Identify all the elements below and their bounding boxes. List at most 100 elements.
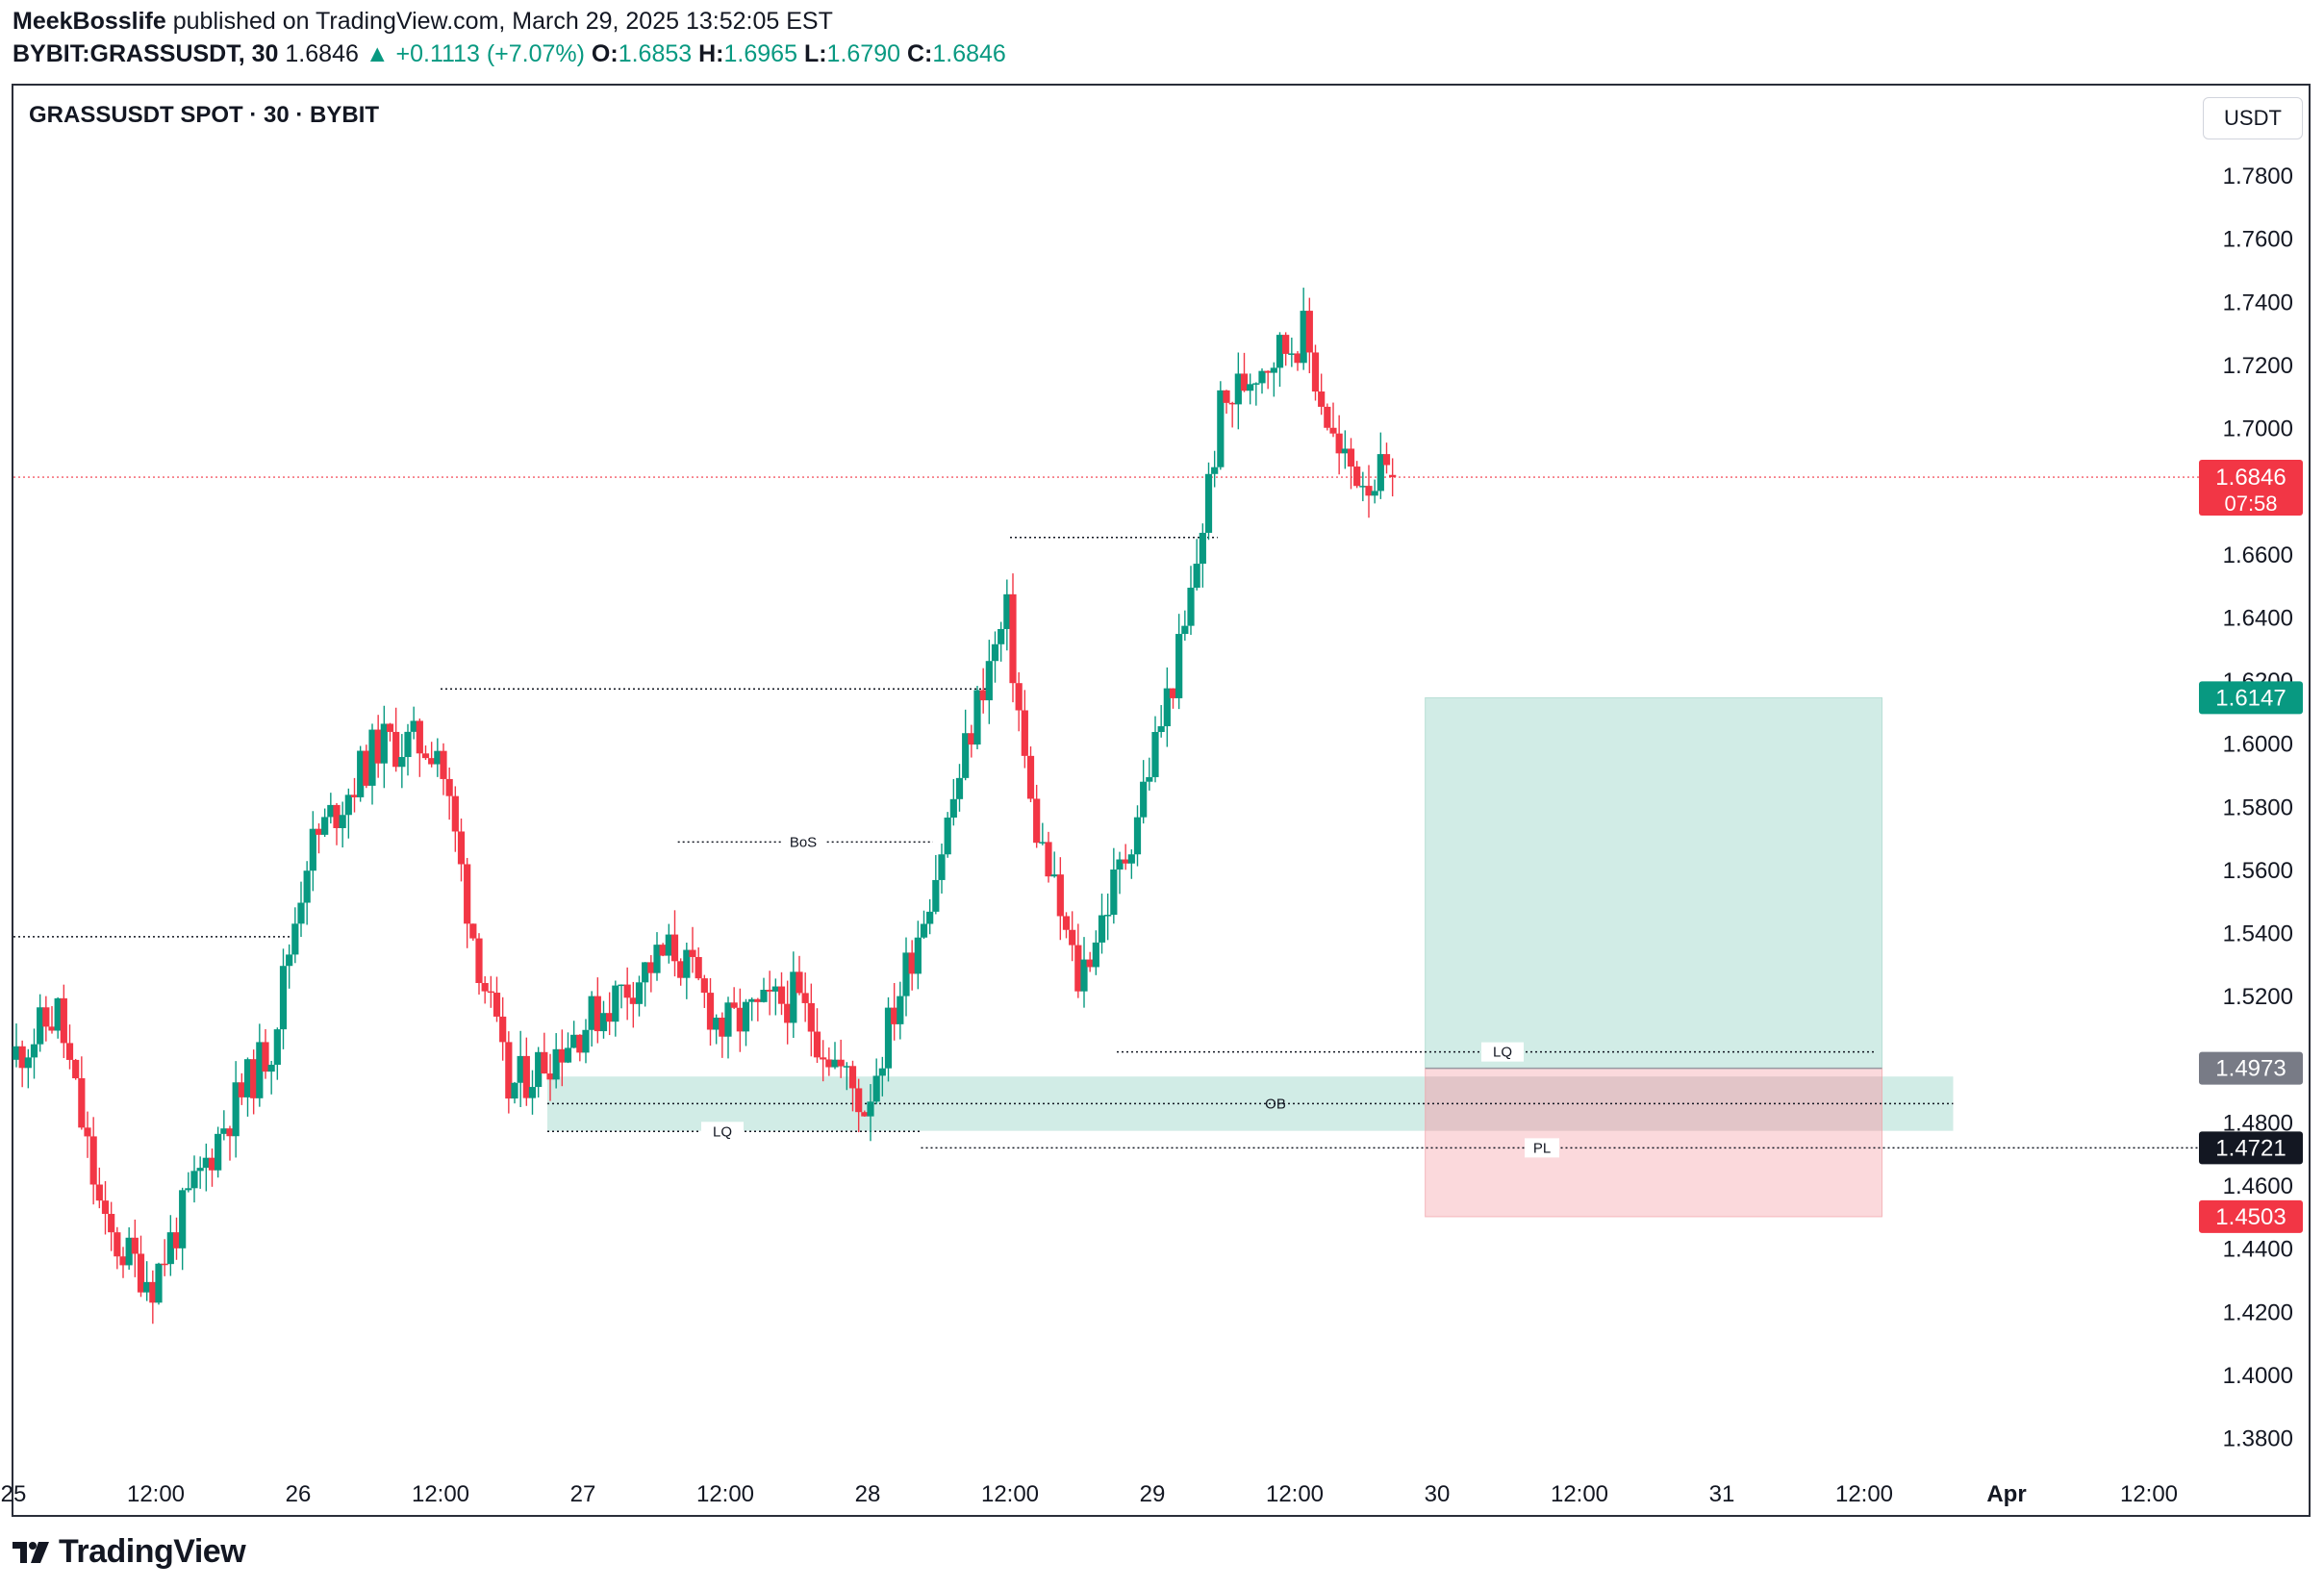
candle-body bbox=[1389, 474, 1397, 478]
candle-body bbox=[250, 1059, 258, 1098]
pl-label-bg bbox=[1525, 1138, 1559, 1158]
candle-body bbox=[363, 750, 370, 786]
candle bbox=[962, 709, 970, 781]
candle bbox=[440, 743, 447, 795]
candle-body bbox=[1276, 335, 1284, 368]
candle bbox=[469, 923, 477, 941]
candle bbox=[1329, 402, 1337, 438]
candle bbox=[1270, 362, 1277, 397]
candle-body bbox=[843, 1066, 850, 1068]
candle-body bbox=[344, 794, 352, 816]
y-tick-label: 1.4400 bbox=[2223, 1237, 2293, 1263]
candle-body bbox=[256, 1042, 264, 1098]
candle-body bbox=[1133, 817, 1142, 855]
candle bbox=[196, 1156, 204, 1189]
low-value: 1.6790 bbox=[826, 40, 901, 67]
candle-body bbox=[30, 1044, 38, 1058]
candle-body bbox=[1288, 353, 1296, 355]
candle bbox=[220, 1110, 228, 1141]
candle-body bbox=[309, 828, 316, 871]
candle bbox=[451, 786, 459, 852]
candle bbox=[1335, 415, 1343, 475]
candle-body bbox=[1240, 373, 1249, 391]
candle-body bbox=[357, 750, 365, 797]
currency-button[interactable]: USDT bbox=[2203, 97, 2303, 139]
candle-body bbox=[831, 1059, 839, 1068]
y-tick-label: 1.5800 bbox=[2223, 794, 2293, 820]
candle-body bbox=[339, 815, 346, 828]
candle-body bbox=[522, 1055, 530, 1098]
stop-price-tag: 1.4503 bbox=[2215, 1204, 2286, 1230]
candle-body bbox=[891, 1007, 898, 1024]
candle bbox=[837, 1039, 845, 1078]
candle bbox=[398, 734, 406, 789]
stop-price-tag-bg bbox=[2199, 1199, 2303, 1233]
candle bbox=[493, 976, 501, 1022]
candle-body bbox=[1116, 859, 1124, 870]
candle bbox=[232, 1061, 240, 1158]
candle-body bbox=[220, 1128, 228, 1134]
symbol-label: BYBIT:GRASSUSDT, 30 bbox=[13, 40, 279, 67]
candle bbox=[161, 1239, 168, 1276]
candle bbox=[410, 706, 417, 740]
candle bbox=[1021, 690, 1028, 769]
candle-body bbox=[1127, 854, 1135, 864]
publish-info: MeekBosslife published on TradingView.co… bbox=[13, 8, 833, 36]
candle-body bbox=[1228, 402, 1236, 405]
candle bbox=[908, 940, 916, 991]
candle-body bbox=[908, 952, 916, 974]
candle-body bbox=[457, 831, 466, 865]
candle-body bbox=[1163, 688, 1171, 727]
candle bbox=[920, 910, 928, 940]
candle bbox=[1365, 465, 1373, 518]
candle bbox=[665, 923, 672, 964]
candle bbox=[363, 744, 370, 789]
candle bbox=[309, 811, 316, 892]
candle bbox=[771, 978, 779, 1016]
candle-body bbox=[1062, 916, 1071, 930]
candle bbox=[149, 1270, 157, 1324]
candle-body bbox=[469, 923, 477, 939]
candle bbox=[522, 1037, 530, 1106]
candle-body bbox=[1039, 842, 1047, 844]
candle bbox=[588, 991, 595, 1047]
x-tick-label: 12:00 bbox=[2120, 1481, 2178, 1507]
tradingview-logo-icon bbox=[13, 1541, 49, 1563]
candle bbox=[985, 640, 993, 724]
candle bbox=[825, 1047, 833, 1076]
candle bbox=[78, 1056, 86, 1130]
target-price-tag-bg bbox=[2199, 681, 2303, 715]
candle-body bbox=[1151, 732, 1159, 777]
x-tick-label: 28 bbox=[855, 1481, 881, 1507]
candle-body bbox=[689, 949, 696, 957]
candle bbox=[321, 808, 329, 837]
candle-body bbox=[665, 934, 672, 956]
tradingview-logo[interactable]: TradingView bbox=[13, 1533, 246, 1571]
candle-body bbox=[861, 1112, 869, 1117]
y-tick-label: 1.7600 bbox=[2223, 227, 2293, 253]
candle bbox=[185, 1172, 192, 1193]
x-tick-label: 26 bbox=[286, 1481, 312, 1507]
author-name[interactable]: MeekBosslife bbox=[13, 8, 166, 35]
candle bbox=[18, 1040, 26, 1088]
candle-body bbox=[920, 923, 928, 938]
candle bbox=[1228, 401, 1236, 428]
candle bbox=[1305, 297, 1313, 374]
candle-body bbox=[848, 1066, 857, 1089]
candle bbox=[938, 844, 946, 894]
candle-body bbox=[125, 1237, 133, 1266]
candle-body bbox=[594, 996, 601, 1032]
candle bbox=[973, 686, 981, 749]
pane-title: GRASSUSDT SPOT · 30 · BYBIT bbox=[29, 102, 380, 128]
candle bbox=[202, 1143, 210, 1192]
candle-body bbox=[825, 1059, 833, 1068]
open-value: 1.6853 bbox=[618, 40, 693, 67]
candle bbox=[719, 1012, 726, 1058]
y-tick-label: 1.4000 bbox=[2223, 1363, 2293, 1389]
candle-body bbox=[291, 923, 299, 955]
candle bbox=[357, 745, 365, 802]
candle-body bbox=[599, 1013, 608, 1032]
x-tick-label: 12:00 bbox=[127, 1481, 185, 1507]
candle bbox=[570, 1021, 578, 1048]
